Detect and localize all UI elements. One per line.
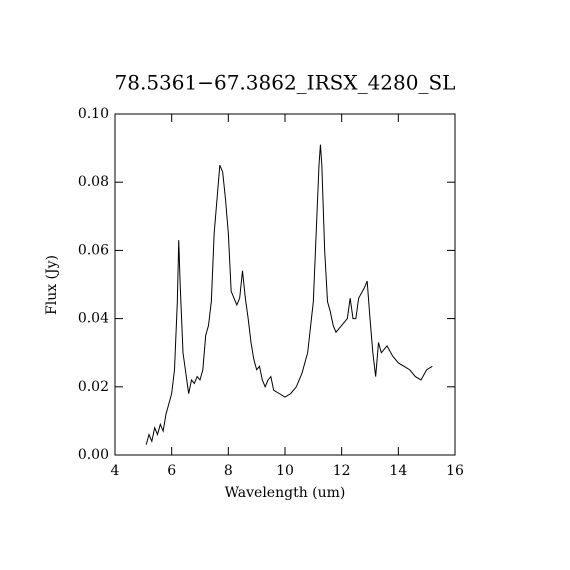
y-tick-label: 0.06 xyxy=(78,242,109,258)
y-axis-label: Flux (Jy) xyxy=(44,255,60,315)
x-tick-label: 8 xyxy=(224,463,233,479)
y-tick-label: 0.10 xyxy=(78,106,109,122)
spectrum-line xyxy=(145,144,433,445)
y-tick-label: 0.02 xyxy=(78,379,109,395)
x-axis-label: Wavelength (um) xyxy=(225,485,346,501)
chart-title: 78.5361−67.3862_IRSX_4280_SL xyxy=(115,71,456,95)
x-tick-label: 10 xyxy=(276,463,294,479)
x-tick-label: 6 xyxy=(167,463,176,479)
x-tick-label: 16 xyxy=(446,463,464,479)
x-tick-label: 4 xyxy=(111,463,120,479)
y-tick-label: 0.08 xyxy=(78,174,109,190)
y-tick-label: 0.00 xyxy=(78,447,109,463)
y-tick-label: 0.04 xyxy=(78,311,109,327)
x-tick-label: 14 xyxy=(389,463,407,479)
x-tick-label: 12 xyxy=(333,463,351,479)
